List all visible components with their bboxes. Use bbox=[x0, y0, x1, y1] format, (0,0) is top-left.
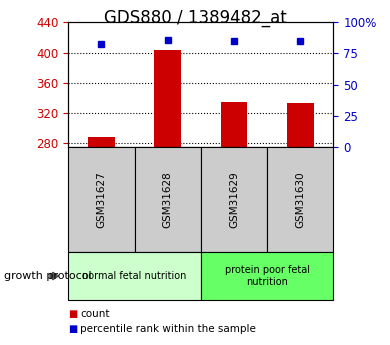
Text: GSM31628: GSM31628 bbox=[163, 171, 173, 228]
Text: normal fetal nutrition: normal fetal nutrition bbox=[82, 271, 187, 281]
Text: protein poor fetal
nutrition: protein poor fetal nutrition bbox=[225, 265, 310, 287]
Bar bbox=[287, 103, 314, 147]
Bar bbox=[154, 50, 181, 147]
Text: GSM31630: GSM31630 bbox=[295, 171, 305, 228]
Text: percentile rank within the sample: percentile rank within the sample bbox=[80, 325, 256, 334]
Text: GSM31627: GSM31627 bbox=[96, 171, 106, 228]
Text: count: count bbox=[80, 309, 110, 319]
Bar bbox=[221, 102, 247, 147]
Text: ■: ■ bbox=[68, 309, 78, 319]
Bar bbox=[88, 137, 115, 147]
Text: GSM31629: GSM31629 bbox=[229, 171, 239, 228]
Text: GDS880 / 1389482_at: GDS880 / 1389482_at bbox=[104, 9, 286, 27]
Text: growth protocol: growth protocol bbox=[4, 271, 92, 281]
Text: ■: ■ bbox=[68, 325, 78, 334]
